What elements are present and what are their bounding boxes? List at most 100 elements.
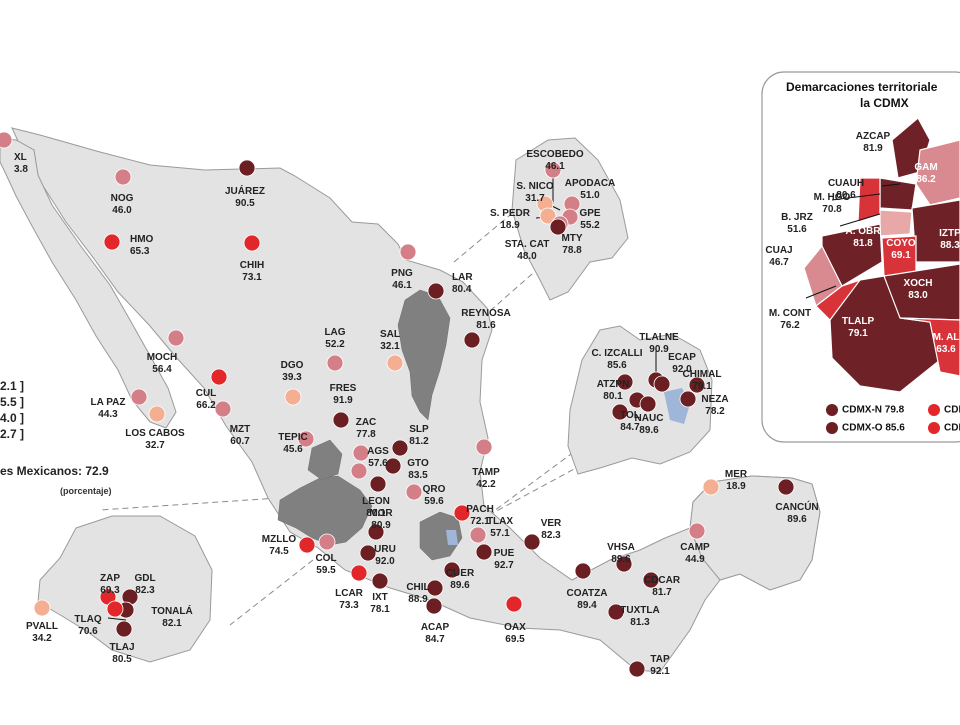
- cities-marker: [607, 603, 625, 621]
- cities-label: TEPIC 45.6: [278, 432, 307, 455]
- cities-label: CUL 66.2: [196, 388, 217, 411]
- jalisco-north: [307, 439, 343, 481]
- cities-marker: [642, 571, 660, 589]
- guadalajara-marker: [106, 600, 124, 618]
- cities-marker: [505, 595, 523, 613]
- cities-marker: [475, 438, 493, 456]
- cities-label: MOR 80.9: [369, 508, 393, 531]
- city-labels: XL 3.8 NOG 46.0 JUÁREZ 90.5 HMO 65.3 CHIH 73.1 PNG…: [14, 131, 960, 677]
- cities-label: IXT 78.1: [370, 592, 390, 615]
- cities-label: ZAC 77.8: [356, 417, 377, 440]
- cities-marker: [475, 543, 493, 561]
- cities-label: JUÁREZ 90.5: [225, 184, 265, 209]
- cities-marker: [523, 533, 541, 551]
- cdmx-legend-item: CDMX: [928, 404, 960, 416]
- edomex-label: TOL 84.7: [620, 410, 640, 433]
- cdmx-borough-label: IZTP 88.3: [939, 228, 960, 251]
- borough-bjrz: [879, 209, 913, 237]
- cities-marker: [469, 526, 487, 544]
- cdmx-legend-item: CDMX-N 79.8: [826, 404, 904, 416]
- baja-peninsula: [0, 137, 177, 429]
- guadalajara-label: ZAP 69.3: [100, 573, 120, 596]
- cdmx-legend-label: CDMX: [944, 422, 960, 434]
- guadalajara-marker: [115, 620, 133, 638]
- cities-label: LAG 52.2: [324, 327, 345, 350]
- cities-marker: [103, 233, 121, 251]
- cities-label: CUER 89.6: [446, 568, 475, 591]
- monterrey-label: STA. CAT 48.0: [505, 239, 550, 262]
- cities-label: DGO 39.3: [281, 360, 304, 383]
- cities-marker: [463, 331, 481, 349]
- guadalajara-label: GDL 82.3: [134, 573, 155, 596]
- cdmx-title-line2: la CDMX: [860, 96, 909, 110]
- cities-label: LCAR 73.3: [335, 588, 364, 611]
- cities-marker: [350, 462, 368, 480]
- cities-label: COATZA 89.4: [567, 588, 608, 611]
- monterrey-label: S. PEDR 18.9: [490, 208, 531, 231]
- cities-marker: [210, 368, 228, 386]
- legend-dot-icon: [826, 422, 838, 434]
- legend-ranges: 2.1 ] 5.5 ] 4.0 ] 2.7 ]: [0, 378, 40, 442]
- cities-label: CANCÚN 89.6: [775, 500, 818, 525]
- borough-cuauh: [879, 177, 917, 211]
- monterrey-label: S. NICO 31.7: [516, 181, 553, 204]
- cities-label: SLP 81.2: [409, 424, 429, 447]
- cities-marker: [359, 544, 377, 562]
- cities-marker: [443, 561, 461, 579]
- edomex-label: C. IZCALLI 85.6: [591, 348, 642, 371]
- guide-line: [453, 204, 523, 263]
- edomex-label: ECAP 92.0: [668, 352, 696, 375]
- cities-marker: [384, 457, 402, 475]
- cities-label: CAMP 44.9: [680, 542, 710, 565]
- cities-label: MZLLO 74.5: [262, 534, 297, 557]
- cities-label: REYNOSA 81.6: [461, 308, 510, 331]
- legend-range-1: 2.1 ]: [0, 379, 25, 393]
- edomex-marker: [639, 395, 657, 413]
- monterrey-marker: [539, 207, 557, 225]
- cities-label: HMO 65.3: [130, 234, 154, 257]
- cities-label: TAMP 42.2: [472, 467, 500, 490]
- cities-marker: [332, 411, 350, 429]
- cdmx-legend-label: CDMX-O 85.6: [842, 422, 905, 434]
- legend-range-4: 2.7 ]: [0, 427, 25, 441]
- national-value: es Mexicanos: 72.9: [0, 464, 109, 478]
- cities-marker: [426, 579, 444, 597]
- cities-label: URU 92.0: [374, 544, 396, 567]
- edomex-marker: [688, 376, 706, 394]
- cities-marker: [352, 444, 370, 462]
- cdmx-borough-label: M. CONT 76.2: [769, 308, 811, 331]
- cdmx-legend-label: CDMX: [944, 404, 960, 416]
- edomex-marker: [616, 373, 634, 391]
- monterrey-label: MTY 78.8: [561, 233, 582, 256]
- monterrey-label: APODACA 51.0: [565, 178, 616, 201]
- cities-marker: [777, 478, 795, 496]
- cities-label: TUXTLA 81.3: [620, 605, 659, 628]
- cities-label: PNG 46.1: [391, 268, 413, 291]
- cities-label: CHIH 73.1: [240, 260, 264, 283]
- borough-malta: [899, 317, 960, 377]
- cdmx-borough-label: AZCAP 81.9: [856, 131, 891, 154]
- cities-marker: [574, 562, 592, 580]
- monterrey-marker: [544, 161, 562, 179]
- cities-marker: [326, 354, 344, 372]
- cities-label: MZT 60.7: [230, 424, 251, 447]
- edomex-label: ATZPN 80.1: [597, 379, 630, 402]
- guadalajara-inset: [37, 515, 213, 663]
- edomex-marker: [611, 403, 629, 421]
- cities-label: AGS 57.6: [367, 446, 389, 469]
- legend-range-3: 4.0 ]: [0, 411, 25, 425]
- legend-dot-icon: [826, 404, 838, 416]
- cities-marker: [615, 555, 633, 573]
- cities-label: MER 18.9: [725, 469, 748, 492]
- cities-marker: [298, 536, 316, 554]
- cities-marker: [130, 388, 148, 406]
- monterrey-marker: [549, 218, 567, 236]
- legend-dot-icon: [928, 422, 940, 434]
- guadalajara-label: TLAQ 70.6: [74, 614, 101, 637]
- cdmx-borough-label: XOCH 83.0: [904, 278, 933, 301]
- edomex-label: CHIMAL 79.1: [683, 369, 722, 392]
- cities-marker: [453, 504, 471, 522]
- cdmx-boroughs: [803, 117, 960, 393]
- cities-label: MOCH 56.4: [147, 352, 178, 375]
- cities-marker: [702, 478, 720, 496]
